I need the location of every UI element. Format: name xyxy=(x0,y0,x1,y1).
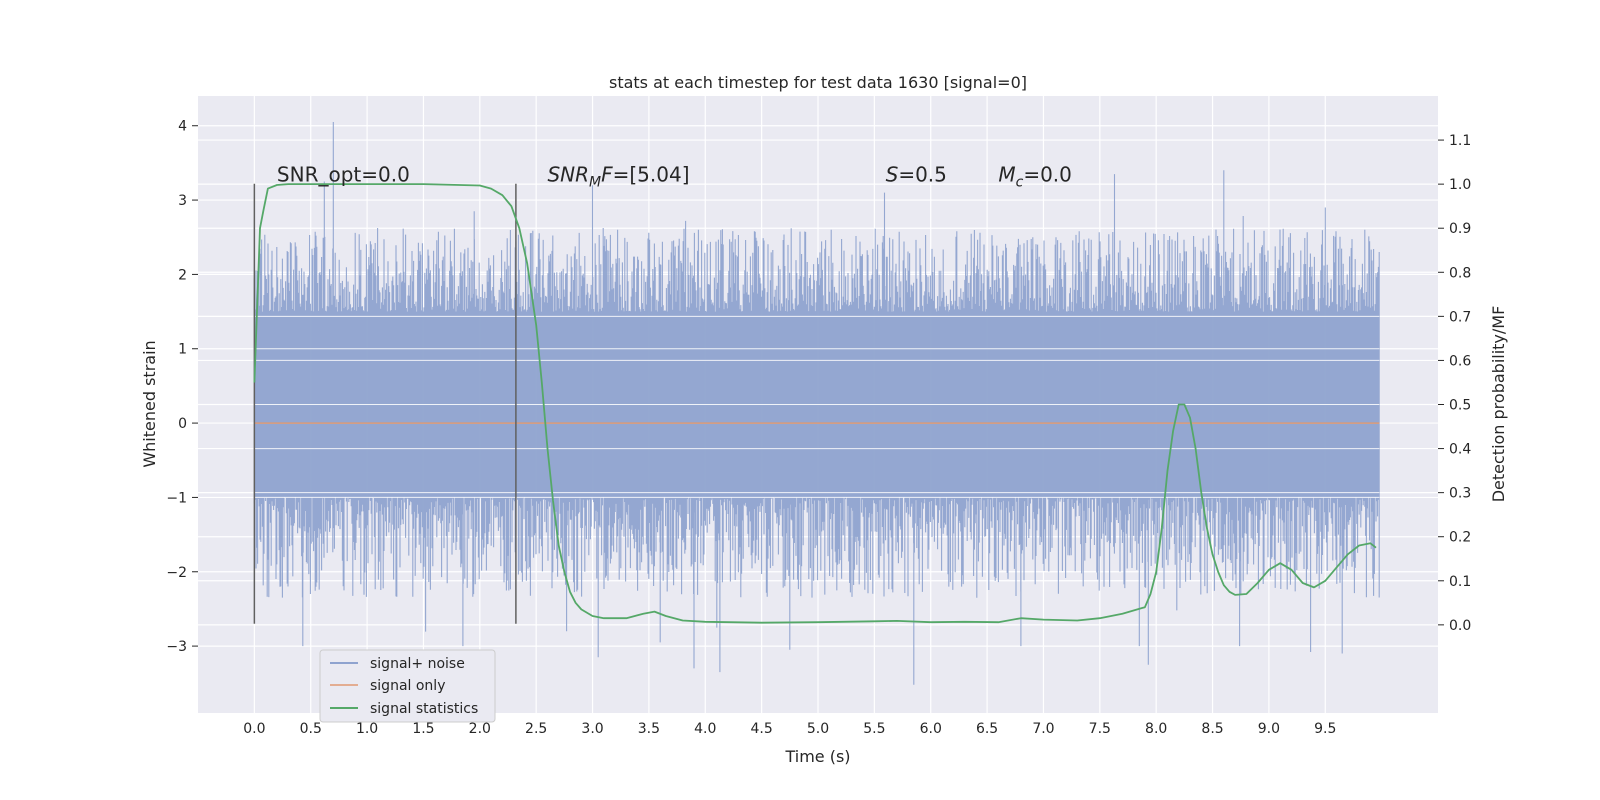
x-tick-label: 9.5 xyxy=(1314,721,1336,737)
y-tick-label: −2 xyxy=(166,565,187,581)
x-tick-label: 9.0 xyxy=(1258,721,1280,737)
x-tick-label: 7.5 xyxy=(1089,721,1111,737)
x-tick-label: 0.5 xyxy=(300,721,322,737)
x-tick-label: 5.0 xyxy=(807,721,829,737)
annotation-text: S=0.5 xyxy=(886,162,947,186)
x-tick-label: 7.0 xyxy=(1032,721,1054,737)
annotation-text: Mc=0.0 xyxy=(998,162,1072,190)
annotations: SNR_opt=0.0 SNRMF=[5.04] S=0.5 Mc=0.0 xyxy=(277,162,1072,190)
x-tick-label: 5.5 xyxy=(863,721,885,737)
tick-labels: 0.0 0.5 1.0 1.5 2.0 2.5 3.0 3.5 4.0 4.5 5.0 5.5 6.0 6… xyxy=(166,119,1471,737)
x-axis-label: Time (s) xyxy=(784,747,850,766)
x-tick-label: 0.0 xyxy=(243,721,265,737)
x-tick-label: 6.5 xyxy=(976,721,998,737)
y-tick-label: −3 xyxy=(166,639,187,655)
y-right-tick-label: 0.6 xyxy=(1449,353,1471,369)
annotation-text: SNRMF=[5.04] xyxy=(547,162,689,190)
x-tick-label: 2.0 xyxy=(469,721,491,737)
x-tick-label: 6.0 xyxy=(920,721,942,737)
x-tick-label: 1.0 xyxy=(356,721,378,737)
legend-label-stats: signal statistics xyxy=(370,701,478,717)
y-right-tick-label: 0.8 xyxy=(1449,265,1471,281)
legend: signal+ noise signal only signal statist… xyxy=(319,649,496,723)
y-right-tick-label: 0.0 xyxy=(1449,618,1471,634)
x-tick-label: 8.0 xyxy=(1145,721,1167,737)
y-tick-label: 0 xyxy=(178,416,187,432)
overlay-lines xyxy=(253,183,1380,624)
y-tick-label: −1 xyxy=(166,490,187,506)
y-tick-label: 3 xyxy=(178,193,187,209)
y-right-tick-label: 0.2 xyxy=(1449,530,1471,546)
legend-label-signal: signal only xyxy=(370,678,445,694)
x-tick-label: 2.5 xyxy=(525,721,547,737)
signal-statistics-line xyxy=(253,183,1377,624)
y-right-tick-label: 1.1 xyxy=(1449,133,1471,149)
y-axis-right-label: Detection probability/MF xyxy=(1489,306,1508,503)
y-right-tick-label: 1.0 xyxy=(1449,177,1471,193)
x-tick-label: 3.5 xyxy=(638,721,660,737)
y-tick-label: 2 xyxy=(178,267,187,283)
x-tick-label: 1.5 xyxy=(412,721,434,737)
x-tick-label: 8.5 xyxy=(1201,721,1223,737)
y-axis-label: Whitened strain xyxy=(140,340,159,467)
x-tick-label: 3.0 xyxy=(581,721,603,737)
x-tick-label: 4.0 xyxy=(694,721,716,737)
y-tick-label: 4 xyxy=(178,119,187,135)
y-right-tick-label: 0.4 xyxy=(1449,442,1471,458)
y-right-tick-label: 0.5 xyxy=(1449,398,1471,414)
legend-label-noise: signal+ noise xyxy=(370,656,465,672)
y-right-tick-label: 0.1 xyxy=(1449,574,1471,590)
y-right-tick-label: 0.9 xyxy=(1449,221,1471,237)
x-tick-label: 4.5 xyxy=(751,721,773,737)
legend-box xyxy=(319,649,496,723)
y-tick-label: 1 xyxy=(178,342,187,358)
y-right-tick-label: 0.7 xyxy=(1449,309,1471,325)
chart-title: stats at each timestep for test data 163… xyxy=(609,73,1027,92)
y-right-tick-label: 0.3 xyxy=(1449,486,1471,502)
annotation-text: SNR_opt=0.0 xyxy=(277,162,410,186)
